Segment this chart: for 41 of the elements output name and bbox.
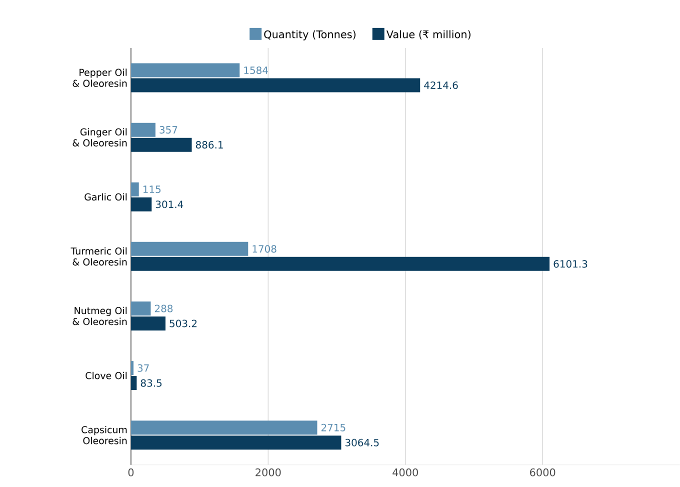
data-label: 503.2 (170, 320, 197, 328)
data-label: 37 (138, 364, 149, 372)
bar (130, 256, 550, 271)
y-tick-label: Pepper Oil & Oleoresin (72, 68, 127, 87)
data-label: 1708 (252, 245, 276, 253)
y-tick-label: Turmeric Oil & Oleoresin (70, 247, 127, 266)
bar (130, 122, 156, 137)
data-label: 301.4 (156, 200, 184, 208)
bar (130, 197, 152, 212)
bar (130, 242, 248, 256)
bar (130, 436, 342, 450)
bar (130, 63, 240, 78)
data-label: 6101.3 (554, 260, 588, 268)
bar (130, 316, 166, 331)
data-label: 3064.5 (345, 438, 379, 446)
x-tick-label: 0 (128, 468, 134, 476)
y-tick-label: Nutmeg Oil & Oleoresin (72, 306, 127, 326)
data-label: 357 (160, 126, 178, 134)
bar (130, 138, 192, 152)
bar (130, 78, 420, 92)
bar (130, 182, 139, 196)
data-label: 83.5 (140, 379, 162, 387)
x-tick-label: 2000 (256, 468, 281, 476)
x-tick-label: 6000 (530, 468, 556, 476)
y-tick-label: Clove Oil (86, 372, 127, 380)
y-tick-label: Ginger Oil & Oleoresin (72, 128, 127, 147)
legend-label: Value (₹ million) (386, 30, 470, 40)
bar (130, 376, 137, 390)
x-tick-label: 4000 (392, 468, 418, 476)
data-label: 1584 (244, 66, 268, 74)
y-tick-label: Garlic Oil (84, 193, 127, 201)
y-tick-label: Capsicum Oleoresin (82, 426, 127, 444)
data-label: 2715 (321, 424, 346, 432)
bar (130, 302, 151, 316)
data-label: 288 (154, 304, 173, 312)
legend-label: Quantity (Tonnes) (264, 30, 356, 40)
bar (130, 420, 318, 435)
data-label: 4214.6 (424, 82, 458, 90)
data-label: 115 (143, 186, 161, 194)
data-label: 886.1 (196, 141, 223, 149)
bar (130, 361, 134, 376)
